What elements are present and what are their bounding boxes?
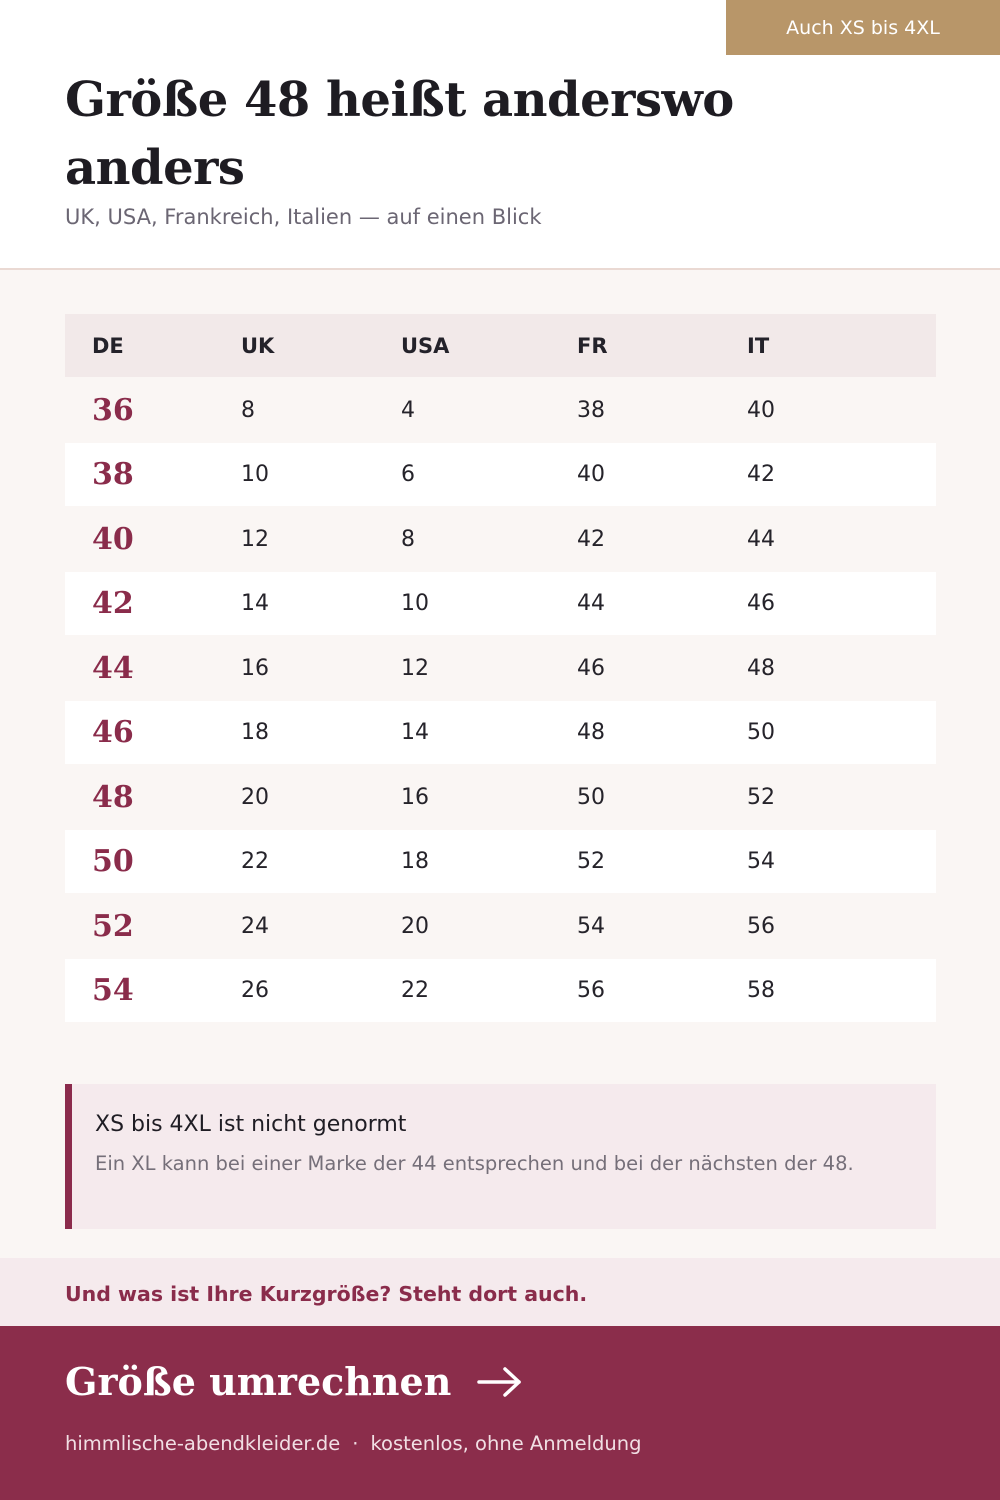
cell-de: 42 bbox=[92, 586, 134, 621]
column-header-it: IT bbox=[747, 333, 770, 358]
cell-fr: 52 bbox=[577, 849, 605, 874]
table-header-row: DE UK USA FR IT bbox=[65, 314, 936, 377]
cell-it: 40 bbox=[747, 397, 775, 423]
footer: Größe umrechnen himmlische-abendkleider.… bbox=[0, 1326, 1000, 1500]
convert-size-label: Größe umrechnen bbox=[65, 1359, 452, 1404]
cell-usa: 6 bbox=[401, 462, 415, 487]
table-body: 36 8 4 38 40 38 10 6 40 42 40 12 8 42 44 42 14 10 44 46 44 16… bbox=[65, 377, 936, 1022]
footer-info: himmlische-abendkleider.de · kostenlos, oh… bbox=[65, 1432, 641, 1455]
cell-usa: 20 bbox=[401, 913, 429, 939]
cell-uk: 22 bbox=[241, 849, 269, 874]
table-row: 46 18 14 48 50 bbox=[65, 701, 936, 764]
cell-it: 46 bbox=[747, 591, 775, 616]
cell-de: 36 bbox=[92, 392, 134, 428]
info-note: XS bis 4XL ist nicht genormt Ein XL kann… bbox=[65, 1084, 936, 1229]
cell-de: 50 bbox=[92, 844, 134, 879]
cell-usa: 12 bbox=[401, 655, 429, 681]
cell-de: 44 bbox=[92, 650, 134, 686]
cell-it: 50 bbox=[747, 720, 775, 745]
cell-it: 56 bbox=[747, 913, 775, 939]
cell-de: 46 bbox=[92, 715, 134, 750]
cell-usa: 22 bbox=[401, 978, 429, 1003]
cell-usa: 8 bbox=[401, 526, 415, 552]
cell-uk: 24 bbox=[241, 913, 269, 939]
page-title: Größe 48 heißt anderswo anders bbox=[65, 72, 734, 196]
cell-usa: 18 bbox=[401, 849, 429, 874]
size-range-badge: Auch XS bis 4XL bbox=[726, 0, 1000, 55]
cell-usa: 14 bbox=[401, 720, 429, 745]
cell-it: 54 bbox=[747, 849, 775, 874]
cell-fr: 54 bbox=[577, 913, 605, 939]
cell-uk: 10 bbox=[241, 462, 269, 487]
arrow-right-icon bbox=[477, 1366, 522, 1397]
cell-uk: 18 bbox=[241, 720, 269, 745]
cell-fr: 56 bbox=[577, 978, 605, 1003]
table-row: 40 12 8 42 44 bbox=[65, 506, 936, 572]
cell-de: 38 bbox=[92, 457, 134, 492]
cell-fr: 42 bbox=[577, 526, 605, 552]
table-row: 54 26 22 56 58 bbox=[65, 959, 936, 1022]
cell-fr: 44 bbox=[577, 591, 605, 616]
cell-usa: 10 bbox=[401, 591, 429, 616]
cell-uk: 20 bbox=[241, 784, 269, 810]
cell-it: 42 bbox=[747, 462, 775, 487]
column-header-usa: USA bbox=[401, 333, 450, 358]
tagline: kostenlos, ohne Anmeldung bbox=[370, 1432, 642, 1455]
table-row: 44 16 12 46 48 bbox=[65, 635, 936, 701]
convert-size-button[interactable]: Größe umrechnen bbox=[65, 1359, 523, 1404]
column-header-fr: FR bbox=[577, 333, 608, 358]
short-size-strip: Und was ist Ihre Kurzgröße? Steht dort a… bbox=[0, 1258, 1000, 1326]
cell-it: 48 bbox=[747, 655, 775, 681]
cell-uk: 26 bbox=[241, 978, 269, 1003]
cell-it: 58 bbox=[747, 978, 775, 1003]
site-link[interactable]: himmlische-abendkleider.de bbox=[65, 1432, 341, 1455]
note-text: Ein XL kann bei einer Marke der 44 entsp… bbox=[95, 1152, 854, 1175]
cell-de: 40 bbox=[92, 521, 134, 557]
table-row: 50 22 18 52 54 bbox=[65, 830, 936, 893]
table-row: 48 20 16 50 52 bbox=[65, 764, 936, 830]
column-header-de: DE bbox=[92, 333, 124, 358]
cell-it: 44 bbox=[747, 526, 775, 552]
cell-fr: 40 bbox=[577, 462, 605, 487]
cell-uk: 14 bbox=[241, 591, 269, 616]
cell-uk: 8 bbox=[241, 397, 255, 423]
table-row: 38 10 6 40 42 bbox=[65, 443, 936, 506]
separator: · bbox=[352, 1432, 359, 1455]
column-header-uk: UK bbox=[241, 333, 275, 358]
cell-de: 52 bbox=[92, 908, 134, 944]
cell-uk: 12 bbox=[241, 526, 269, 552]
cell-fr: 48 bbox=[577, 720, 605, 745]
cell-usa: 4 bbox=[401, 397, 415, 423]
short-size-text: Und was ist Ihre Kurzgröße? Steht dort a… bbox=[65, 1282, 588, 1306]
size-conversion-table: DE UK USA FR IT 36 8 4 38 40 38 10 6 40 42 40 12 8 42… bbox=[65, 314, 936, 1022]
cell-de: 54 bbox=[92, 973, 134, 1008]
cell-it: 52 bbox=[747, 784, 775, 810]
cell-de: 48 bbox=[92, 779, 134, 815]
content-area: DE UK USA FR IT 36 8 4 38 40 38 10 6 40 42 40 12 8 42… bbox=[0, 270, 1000, 1258]
cell-fr: 46 bbox=[577, 655, 605, 681]
cell-usa: 16 bbox=[401, 784, 429, 810]
table-row: 42 14 10 44 46 bbox=[65, 572, 936, 635]
table-row: 52 24 20 54 56 bbox=[65, 893, 936, 959]
table-row: 36 8 4 38 40 bbox=[65, 377, 936, 443]
cell-fr: 50 bbox=[577, 784, 605, 810]
note-title: XS bis 4XL ist nicht genormt bbox=[95, 1112, 407, 1137]
page-subtitle: UK, USA, Frankreich, Italien — auf einen… bbox=[65, 205, 542, 229]
cell-fr: 38 bbox=[577, 397, 605, 423]
cell-uk: 16 bbox=[241, 655, 269, 681]
